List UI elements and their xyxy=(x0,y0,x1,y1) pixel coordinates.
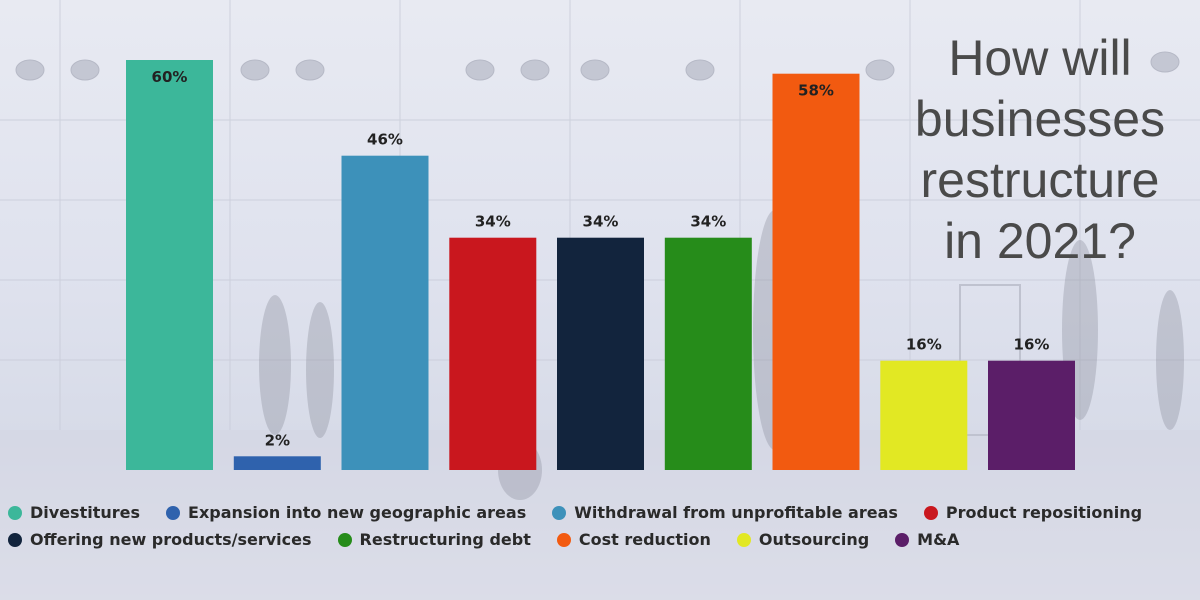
legend-item: Withdrawal from unprofitable areas xyxy=(552,503,898,522)
bar-4 xyxy=(449,237,537,470)
legend-item: Cost reduction xyxy=(556,530,711,549)
legend-swatch xyxy=(895,532,910,547)
legend-label: Restructuring debt xyxy=(359,530,531,549)
legend-swatch xyxy=(556,532,571,547)
legend-label: Cost reduction xyxy=(578,530,711,549)
bar-value-label: 34% xyxy=(690,213,726,231)
bar-value-label: 34% xyxy=(583,213,619,231)
bar-6 xyxy=(664,237,752,470)
chart-title: How will businesses restructure in 2021? xyxy=(905,28,1175,272)
legend-swatch xyxy=(337,532,352,547)
legend-item: Expansion into new geographic areas xyxy=(166,503,526,522)
legend-label: Expansion into new geographic areas xyxy=(188,503,527,522)
bar-1 xyxy=(126,60,213,470)
legend-swatch xyxy=(166,505,181,520)
legend-item: Restructuring debt xyxy=(337,530,531,549)
legend-label: Divestitures xyxy=(30,503,141,522)
bar-value-label: 58% xyxy=(798,82,834,100)
legend-label: Withdrawal from unprofitable areas xyxy=(574,503,898,522)
bar-8 xyxy=(880,360,968,470)
legend-row-2: Offering new products/services Restructur… xyxy=(8,530,1200,549)
legend-item: Divestitures xyxy=(8,503,140,522)
chart-title-line: restructure xyxy=(920,152,1160,208)
bar-9 xyxy=(988,360,1075,470)
legend-swatch xyxy=(736,532,751,547)
chart-title-line: businesses xyxy=(914,91,1166,147)
bar-value-label: 2% xyxy=(265,431,290,449)
bar-2 xyxy=(233,456,321,470)
chart-title-line: in 2021? xyxy=(944,213,1136,269)
bar-value-label: 46% xyxy=(367,131,403,149)
legend-item: Offering new products/services xyxy=(8,530,312,549)
legend-label: Outsourcing xyxy=(758,530,870,549)
value-labels-group: 60% 2% 46% 34% 34% 34% 58% 16% 16% xyxy=(152,68,1050,449)
bar-3 xyxy=(341,155,429,470)
legend-item: Outsourcing xyxy=(736,530,870,549)
legend-label: Product repositioning xyxy=(945,503,1143,522)
legend-item: Product repositioning xyxy=(923,503,1143,522)
legend-row-1: Divestitures Expansion into new geographi… xyxy=(8,503,1200,522)
legend-item: M&A xyxy=(895,530,959,549)
chart-title-line: How will xyxy=(948,30,1132,86)
bar-value-label: 60% xyxy=(152,68,188,86)
bar-value-label: 34% xyxy=(475,213,511,231)
legend-swatch xyxy=(552,505,567,520)
legend-swatch xyxy=(8,532,22,547)
bar-7 xyxy=(772,73,860,470)
bar-value-label: 16% xyxy=(1014,336,1050,354)
bar-value-label: 16% xyxy=(906,336,942,354)
bar-5 xyxy=(557,237,644,470)
legend-swatch xyxy=(8,505,22,520)
legend-swatch xyxy=(923,505,938,520)
bars-group xyxy=(126,60,1075,470)
legend-label: M&A xyxy=(917,530,960,549)
legend-label: Offering new products/services xyxy=(30,530,312,549)
